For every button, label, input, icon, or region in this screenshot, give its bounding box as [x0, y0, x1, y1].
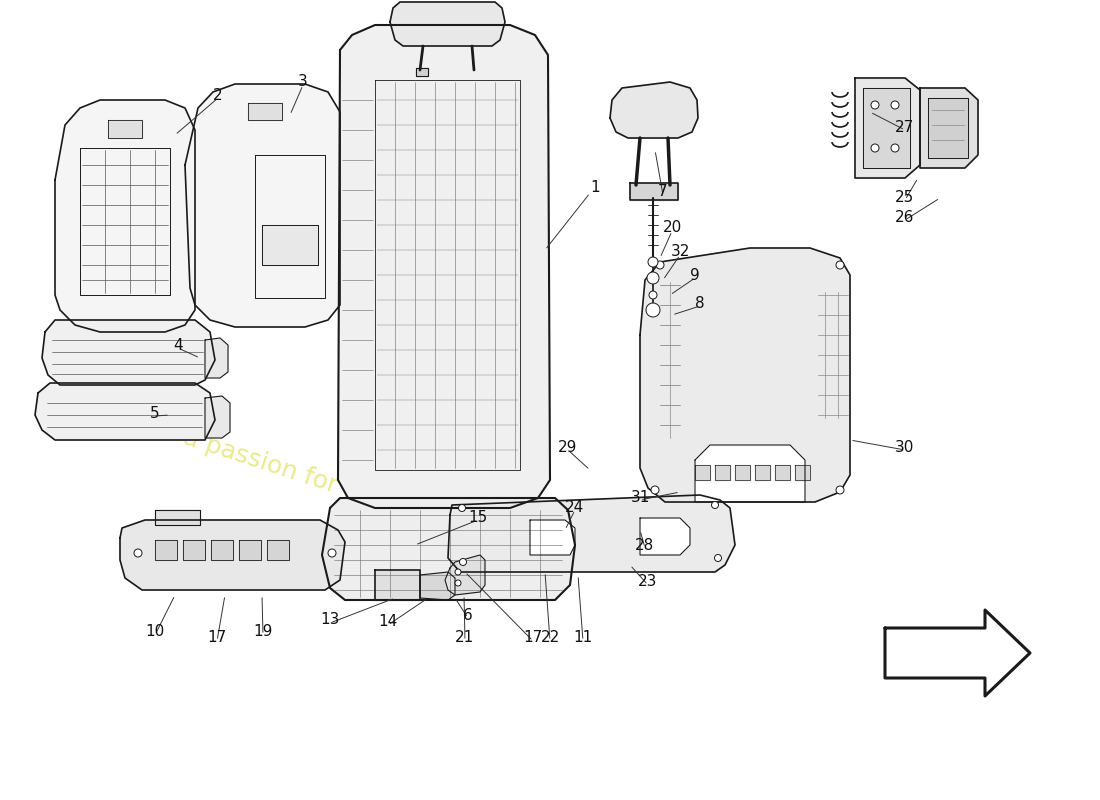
Polygon shape [715, 465, 730, 480]
Polygon shape [920, 88, 978, 168]
Circle shape [459, 505, 465, 511]
Text: 32: 32 [670, 245, 690, 259]
Text: 22: 22 [540, 630, 560, 646]
Polygon shape [42, 320, 214, 385]
Polygon shape [35, 383, 214, 440]
Text: 15: 15 [469, 510, 487, 526]
Text: 19: 19 [253, 625, 273, 639]
Polygon shape [183, 540, 205, 560]
Text: 23: 23 [638, 574, 658, 590]
Circle shape [836, 486, 844, 494]
Circle shape [891, 101, 899, 109]
Text: 20: 20 [662, 221, 682, 235]
Polygon shape [755, 465, 770, 480]
Polygon shape [530, 520, 575, 555]
Text: 2: 2 [213, 87, 223, 102]
Text: 8: 8 [695, 295, 705, 310]
Circle shape [455, 569, 461, 575]
Text: a passion for parts since 1985: a passion for parts since 1985 [180, 426, 547, 565]
Text: 1: 1 [591, 181, 600, 195]
Text: 17: 17 [524, 630, 542, 646]
Polygon shape [338, 25, 550, 508]
Circle shape [455, 580, 461, 586]
Circle shape [460, 558, 466, 566]
Polygon shape [267, 540, 289, 560]
Circle shape [891, 144, 899, 152]
Text: 13: 13 [320, 613, 340, 627]
Text: 9: 9 [690, 267, 700, 282]
Text: 4: 4 [173, 338, 183, 353]
Text: 3: 3 [298, 74, 308, 90]
Circle shape [656, 261, 664, 269]
Polygon shape [735, 465, 750, 480]
Circle shape [649, 291, 657, 299]
Text: 29: 29 [559, 441, 578, 455]
Polygon shape [928, 98, 968, 158]
Text: 30: 30 [895, 441, 915, 455]
Text: 21: 21 [455, 630, 474, 646]
Polygon shape [205, 338, 228, 378]
Polygon shape [120, 520, 345, 590]
Polygon shape [776, 465, 790, 480]
Circle shape [648, 257, 658, 267]
Polygon shape [211, 540, 233, 560]
Text: 11: 11 [573, 630, 593, 646]
Circle shape [712, 502, 718, 509]
Polygon shape [448, 495, 735, 572]
Circle shape [836, 261, 844, 269]
Polygon shape [416, 68, 428, 76]
Polygon shape [795, 465, 810, 480]
Text: 25: 25 [895, 190, 914, 206]
Polygon shape [695, 465, 710, 480]
Text: 5: 5 [151, 406, 160, 421]
Polygon shape [185, 84, 340, 327]
Circle shape [715, 554, 722, 562]
Polygon shape [322, 498, 575, 600]
Polygon shape [239, 540, 261, 560]
Polygon shape [855, 78, 920, 178]
Text: 26: 26 [895, 210, 915, 226]
Circle shape [871, 101, 879, 109]
Text: 31: 31 [630, 490, 650, 506]
Text: 10: 10 [145, 625, 165, 639]
Polygon shape [864, 88, 910, 168]
Circle shape [647, 272, 659, 284]
Polygon shape [205, 396, 230, 438]
Polygon shape [640, 518, 690, 555]
Circle shape [871, 144, 879, 152]
Polygon shape [630, 183, 678, 200]
Text: 28: 28 [636, 538, 654, 553]
Circle shape [134, 549, 142, 557]
Polygon shape [55, 100, 195, 332]
Polygon shape [155, 510, 200, 525]
Polygon shape [420, 572, 455, 600]
Text: 14: 14 [378, 614, 397, 630]
Text: 27: 27 [895, 121, 914, 135]
Polygon shape [262, 225, 318, 265]
Circle shape [646, 303, 660, 317]
Polygon shape [446, 555, 485, 595]
Text: 6: 6 [463, 607, 473, 622]
Polygon shape [248, 103, 282, 120]
Circle shape [651, 486, 659, 494]
Text: 17: 17 [208, 630, 227, 646]
Polygon shape [640, 248, 850, 502]
Polygon shape [390, 2, 505, 46]
Polygon shape [610, 82, 698, 138]
Polygon shape [375, 570, 420, 600]
Text: 7: 7 [658, 185, 668, 199]
Circle shape [328, 549, 336, 557]
Polygon shape [695, 445, 805, 502]
Polygon shape [155, 540, 177, 560]
Polygon shape [108, 120, 142, 138]
Text: 24: 24 [565, 501, 584, 515]
Polygon shape [886, 610, 1030, 696]
